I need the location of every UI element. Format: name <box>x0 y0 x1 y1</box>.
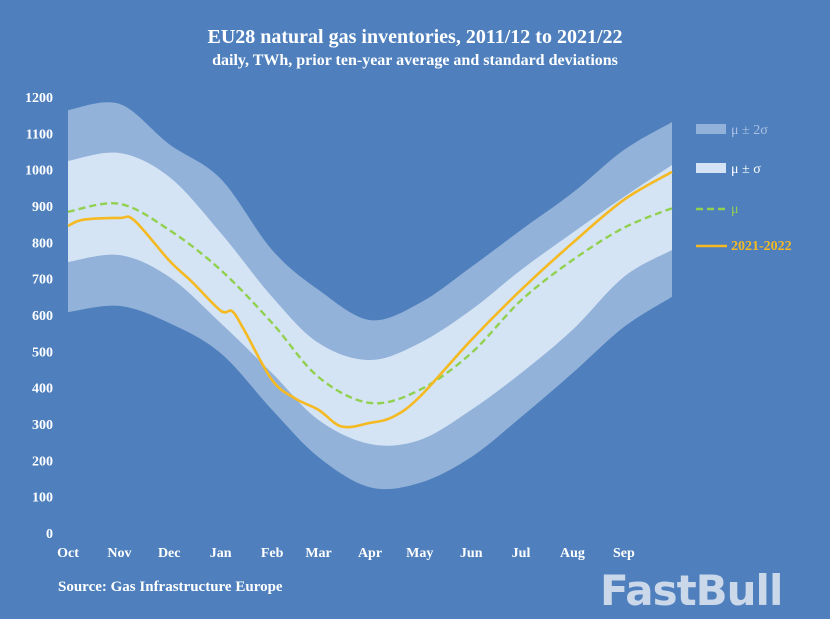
series-line-2021-2022 <box>67 170 673 429</box>
legend-label: μ ± 2σ <box>731 123 768 138</box>
watermark-logo: FastBull <box>600 566 783 615</box>
x-tick-label: Apr <box>358 546 382 561</box>
y-tick-label: 700 <box>32 273 53 288</box>
x-tick-label: Dec <box>158 546 181 561</box>
chart-title: EU28 natural gas inventories, 2011/12 to… <box>207 26 623 48</box>
y-tick-label: 1200 <box>25 91 53 106</box>
legend-swatch <box>696 163 726 173</box>
y-tick-label: 0 <box>46 527 53 542</box>
x-tick-label: Aug <box>560 546 585 561</box>
y-tick-label: 1000 <box>25 164 53 179</box>
y-tick-label: 1100 <box>26 127 53 142</box>
band-2sigma <box>68 102 672 490</box>
y-tick-label: 500 <box>32 345 53 360</box>
legend-swatch <box>696 124 726 134</box>
y-tick-label: 900 <box>32 200 53 215</box>
series-line-mean <box>67 202 673 405</box>
x-tick-label: Mar <box>305 546 331 561</box>
x-tick-label: Oct <box>57 546 79 561</box>
y-tick-label: 800 <box>32 236 53 251</box>
x-tick-label: Jul <box>512 546 531 561</box>
legend-label: 2021-2022 <box>731 239 792 254</box>
legend-label: μ ± σ <box>731 162 761 177</box>
x-tick-label: Jun <box>460 546 483 561</box>
y-tick-label: 200 <box>32 454 53 469</box>
y-tick-label: 100 <box>32 491 53 506</box>
x-tick-label: Jan <box>210 546 232 561</box>
x-tick-label: Feb <box>261 546 284 561</box>
source-note: Source: Gas Infrastructure Europe <box>58 579 283 595</box>
x-tick-label: Nov <box>107 546 131 561</box>
y-tick-label: 400 <box>32 382 53 397</box>
legend-label: μ <box>731 202 739 217</box>
chart-subtitle: daily, TWh, prior ten-year average and s… <box>212 52 618 69</box>
x-tick-label: May <box>406 546 433 561</box>
band-1sigma <box>68 152 672 446</box>
y-tick-label: 600 <box>32 309 53 324</box>
x-tick-label: Sep <box>613 546 635 561</box>
y-tick-label: 300 <box>32 418 53 433</box>
